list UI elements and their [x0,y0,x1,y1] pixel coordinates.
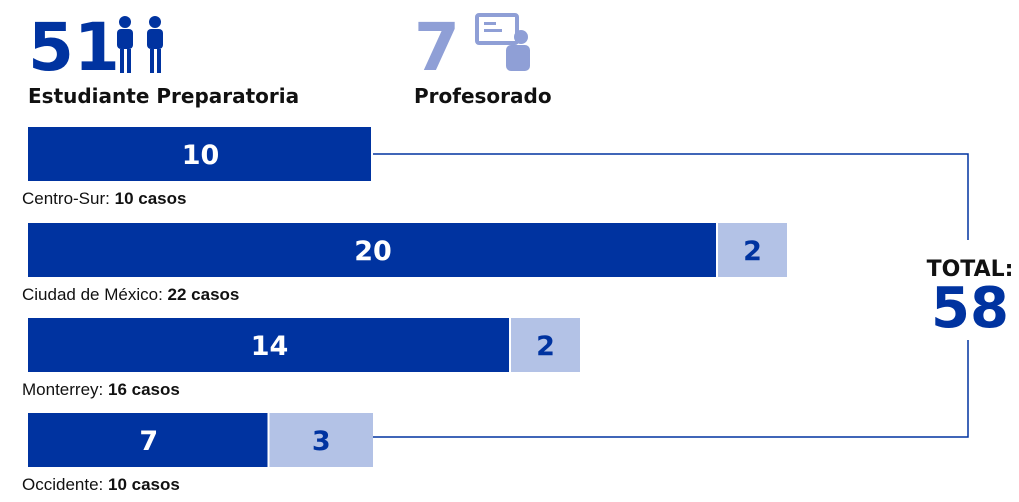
bar-segment [28,318,509,372]
category-total: 10 casos [108,475,180,494]
bar-segment [269,413,373,467]
bar-segment [718,223,787,277]
bar-label: 20 [354,236,392,267]
category-name: Centro-Sur: [22,189,110,208]
bar-segment [511,318,580,372]
bar-label: 14 [251,331,289,362]
student-total: 51 [28,9,120,86]
bracket [373,153,969,438]
bar-label: 10 [182,140,220,171]
bar-label: 3 [312,426,331,457]
category-label: Centro-Sur: 10 casos [22,189,186,208]
legend-label: Profesorado [414,84,552,108]
bar-label: 7 [139,426,158,457]
legend-label: Estudiante Preparatoria [28,84,299,108]
category-total: 10 casos [115,189,187,208]
category-total: 16 casos [108,380,180,399]
bar-segment [28,223,716,277]
category-label: Monterrey: 16 casos [22,380,180,399]
category-label: Ciudad de México: 22 casos [22,285,239,304]
student-icon [117,16,163,73]
teacher-icon [475,13,530,71]
category-name: Ciudad de México: [22,285,163,304]
bar-label: 2 [536,331,555,362]
category-name: Monterrey: [22,380,103,399]
teacher-total: 7 [414,9,460,86]
category-total: 22 casos [168,285,240,304]
total-label: TOTAL: [927,257,1014,282]
category-name: Occidente: [22,475,103,494]
grand-total: 58 [931,276,1009,341]
bar-segment [28,413,268,467]
bracket-gap [925,240,1019,340]
bar-segment [28,127,371,181]
bar-label: 2 [743,236,762,267]
category-label: Occidente: 10 casos [22,475,180,494]
